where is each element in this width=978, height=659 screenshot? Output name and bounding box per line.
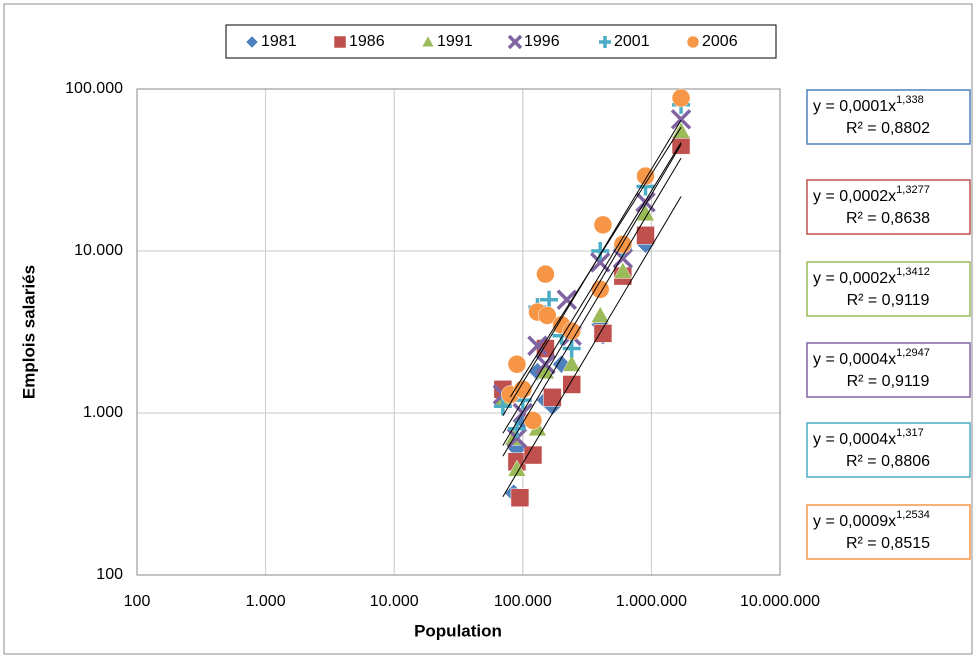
trend-line xyxy=(502,196,682,498)
equation-box xyxy=(806,422,971,478)
marker xyxy=(507,34,523,50)
legend-label: 1991 xyxy=(437,33,473,50)
legend-box xyxy=(225,24,777,59)
marker xyxy=(636,166,655,186)
marker xyxy=(523,445,543,465)
marker xyxy=(589,252,611,273)
marker xyxy=(562,354,582,372)
marker xyxy=(333,35,347,49)
plot-area xyxy=(136,88,781,576)
r-squared: R² = 0,8802 xyxy=(846,120,930,137)
x-tick-label: 100 xyxy=(124,593,151,610)
trend-line xyxy=(502,144,682,446)
marker xyxy=(507,459,527,477)
marker xyxy=(593,215,613,235)
equation-box xyxy=(806,261,971,317)
equation-exponent: 1,2534 xyxy=(896,509,930,521)
marker xyxy=(636,226,655,245)
equation-exponent: 1,317 xyxy=(896,427,924,439)
equation-exponent: 1,2947 xyxy=(896,347,930,359)
marker xyxy=(599,36,611,48)
equation-text: y = 0,0009x xyxy=(813,513,896,530)
legend-label: 1996 xyxy=(524,33,560,50)
marker xyxy=(670,109,692,130)
legend-label: 2001 xyxy=(614,33,650,50)
marker xyxy=(507,354,527,374)
equation-box xyxy=(806,179,971,235)
marker xyxy=(556,289,578,311)
equation-text: y = 0,0004x xyxy=(813,351,896,368)
x-tick-label: 1.000.000 xyxy=(616,593,687,610)
x-tick-label: 1.000 xyxy=(246,593,286,610)
marker xyxy=(593,324,613,343)
equation: y = 0,0004x1,2947 xyxy=(813,347,930,368)
equation-exponent: 1,3412 xyxy=(896,266,930,278)
legend-label: 2006 xyxy=(702,33,738,50)
x-tick-label: 100.000 xyxy=(494,593,552,610)
x-axis-label: Population xyxy=(414,621,502,640)
r-squared: R² = 0,9119 xyxy=(847,292,930,309)
legend-label: 1981 xyxy=(261,33,297,50)
equation-text: y = 0,0002x xyxy=(813,188,896,205)
equation-text: y = 0,0001x xyxy=(813,98,896,115)
x-tick-label: 10.000 xyxy=(370,593,419,610)
r-squared: R² = 0,8638 xyxy=(846,210,930,227)
equation: y = 0,0002x1,3412 xyxy=(813,266,930,287)
legend-label: 1986 xyxy=(349,33,385,50)
series xyxy=(501,88,691,430)
marker xyxy=(590,305,610,323)
equation-box xyxy=(806,89,971,145)
marker xyxy=(510,488,530,507)
y-tick-label: 10.000 xyxy=(74,242,123,259)
marker xyxy=(562,339,581,358)
trend-line xyxy=(509,127,682,398)
equation-box xyxy=(806,504,971,560)
equation: y = 0,0001x1,338 xyxy=(813,94,924,115)
equation-text: y = 0,0004x xyxy=(813,431,896,448)
equation-exponent: 1,338 xyxy=(896,94,924,106)
equation: y = 0,0009x1,2534 xyxy=(813,509,930,530)
series xyxy=(492,109,692,449)
marker xyxy=(421,35,435,48)
y-axis-label: Emplois salariés xyxy=(19,265,38,399)
y-tick-label: 100 xyxy=(96,566,123,583)
r-squared: R² = 0,8515 xyxy=(846,535,930,552)
trend-line xyxy=(502,142,682,434)
marker xyxy=(613,261,633,279)
r-squared: R² = 0,9119 xyxy=(847,373,930,390)
x-tick-label: 10.000.000 xyxy=(740,593,820,610)
trend-line xyxy=(502,157,682,457)
equation: y = 0,0002x1,3277 xyxy=(813,184,930,205)
equation: y = 0,0004x1,317 xyxy=(813,427,924,448)
y-tick-label: 100.000 xyxy=(65,80,123,97)
marker xyxy=(245,35,259,49)
marker xyxy=(538,306,557,325)
marker xyxy=(591,242,610,260)
equation-exponent: 1,3277 xyxy=(896,184,930,196)
marker xyxy=(523,411,543,430)
marker xyxy=(540,290,559,309)
equation-text: y = 0,0002x xyxy=(813,270,896,287)
r-squared: R² = 0,8806 xyxy=(846,453,930,470)
equation-box xyxy=(806,342,971,398)
marker xyxy=(686,35,700,49)
marker xyxy=(536,264,555,284)
marker xyxy=(527,335,548,357)
y-tick-label: 1.000 xyxy=(83,404,123,421)
marker xyxy=(671,88,691,108)
